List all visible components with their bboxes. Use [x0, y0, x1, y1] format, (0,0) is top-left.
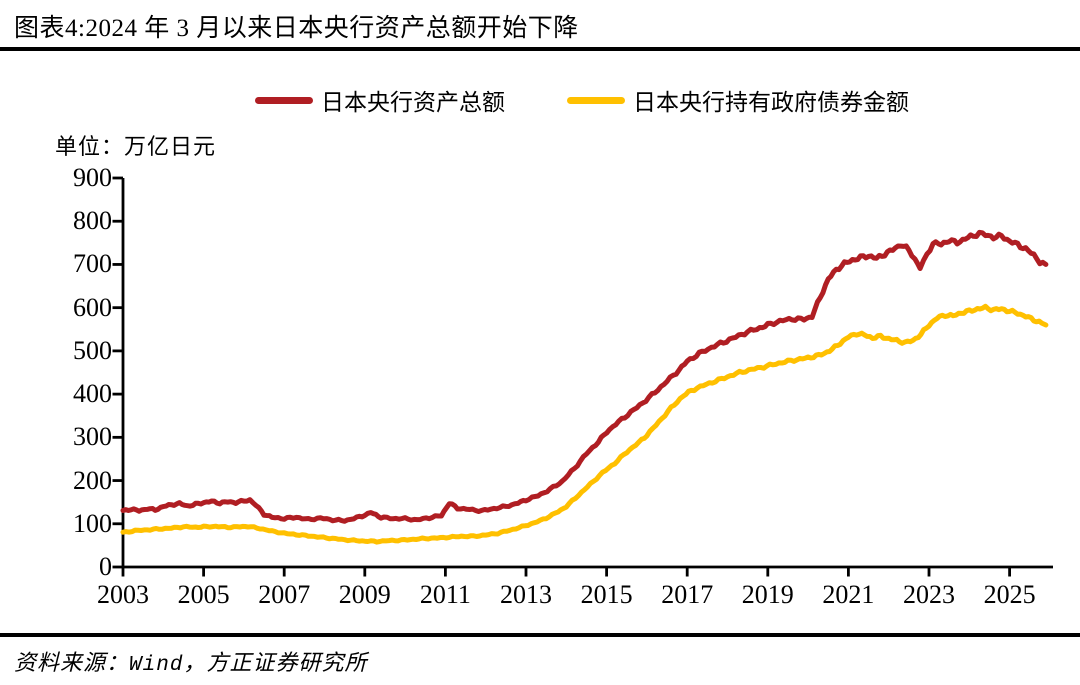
source-prefix: 资料来源：	[14, 650, 130, 675]
legend-item-1: 日本央行资产总额	[255, 83, 505, 117]
legend-swatch-icon	[255, 96, 313, 104]
footer-divider	[0, 633, 1080, 637]
legend-label: 日本央行资产总额	[321, 90, 505, 115]
source-vendor: Wind	[129, 654, 184, 677]
x-tick-label: 2009	[338, 580, 391, 609]
x-tick-label: 2019	[741, 580, 794, 609]
series-line-2	[120, 303, 1049, 545]
figure-title: 图表4:2024 年 3 月以来日本央行资产总额开始下降	[14, 15, 579, 42]
x-tick-label: 2025	[983, 580, 1036, 609]
title-divider	[0, 47, 1080, 51]
x-tick-label: 2011	[419, 580, 471, 609]
y-tick-label: 700	[73, 249, 112, 279]
y-tick-label: 200	[73, 465, 112, 495]
y-tick-label: 600	[73, 292, 112, 322]
y-tick-label: 100	[73, 508, 112, 538]
legend-label: 日本央行持有政府债券金额	[633, 90, 909, 115]
source-institution: 方正证券研究所	[206, 650, 368, 675]
y-tick-label: 800	[73, 206, 112, 236]
x-tick-label: 2017	[661, 580, 714, 609]
x-tick-label: 2003	[97, 580, 149, 609]
y-tick-label: 0	[99, 552, 112, 581]
y-tick-label: 900	[73, 163, 112, 192]
legend-swatch-icon	[567, 96, 625, 104]
axis-unit-label: 单位：万亿日元	[55, 134, 217, 159]
x-tick-label: 2005	[177, 580, 230, 609]
x-tick-label: 2023	[903, 580, 955, 609]
chart-legend: 日本央行资产总额 日本央行持有政府债券金额	[42, 83, 1080, 117]
x-tick-label: 2007	[258, 580, 311, 609]
x-tick-label: 2015	[580, 580, 633, 609]
source-line: 资料来源：Wind，方正证券研究所	[14, 645, 367, 677]
x-tick-label: 2021	[822, 580, 875, 609]
legend-item-2: 日本央行持有政府债券金额	[567, 83, 909, 117]
source-separator: ，	[183, 650, 207, 675]
y-tick-label: 300	[73, 422, 112, 452]
y-tick-label: 400	[73, 379, 112, 409]
y-tick-label: 500	[73, 335, 112, 365]
x-tick-label: 2013	[500, 580, 552, 609]
series-line-1	[120, 229, 1049, 524]
